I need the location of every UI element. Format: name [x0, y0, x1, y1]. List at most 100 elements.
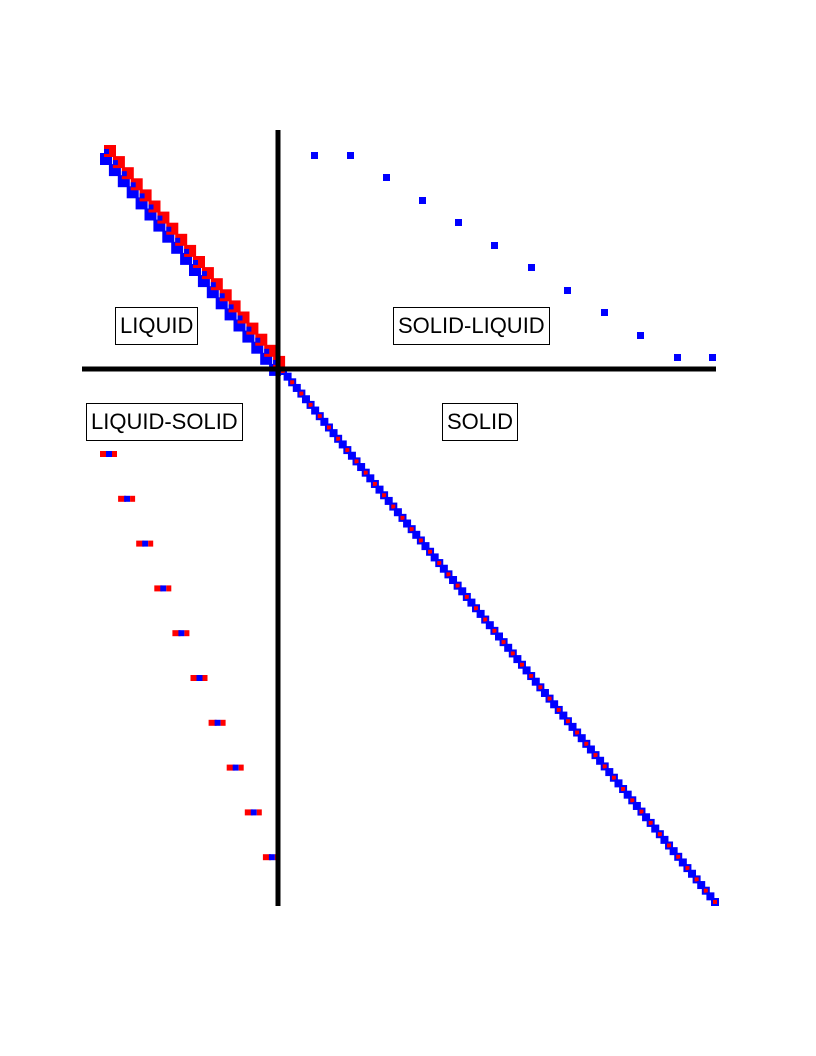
- solid-band-cell: [713, 900, 717, 904]
- solid-band-cell: [676, 854, 681, 859]
- solid-liquid-coupling-cell: [709, 354, 716, 361]
- solid-band-cell: [366, 474, 375, 483]
- solid-band-cell: [485, 621, 494, 630]
- solid-band-cell: [538, 685, 543, 690]
- liquid-band-cell: [193, 260, 198, 265]
- liquid-band-cell: [246, 326, 252, 332]
- liquid-solid-coupling-cell: [142, 540, 149, 547]
- solid-band-cell: [694, 877, 699, 882]
- liquid-solid-coupling-cell: [226, 764, 235, 771]
- liquid-solid-coupling-cell: [172, 630, 181, 637]
- solid-band-cell: [501, 640, 506, 645]
- solid-band-cell: [651, 824, 660, 833]
- solid-band-cell: [639, 809, 644, 814]
- solid-band-cell: [449, 576, 458, 585]
- solid-band-cell: [458, 587, 467, 596]
- solid-band-cell: [363, 470, 368, 475]
- solid-liquid-coupling-cell: [637, 332, 644, 339]
- solid-band-cell: [669, 847, 678, 856]
- solid-liquid-coupling-cell: [419, 197, 426, 204]
- solid-band-cell: [329, 429, 338, 438]
- liquid-solid-coupling-cell: [196, 675, 203, 681]
- solid-band-cell: [290, 380, 295, 385]
- solid-band-cell: [614, 779, 623, 788]
- solid-band-cell: [437, 561, 442, 566]
- solid-liquid-region-label: SOLID-LIQUID: [393, 307, 550, 345]
- liquid-band-cell: [255, 337, 261, 343]
- solid-band-cell: [568, 722, 577, 731]
- liquid-band-cell: [251, 341, 264, 354]
- solid-band-cell: [495, 632, 503, 641]
- solid-liquid-coupling-cell: [491, 242, 498, 249]
- liquid-band-cell: [157, 215, 163, 221]
- solid-band-cell: [336, 436, 341, 441]
- solid-band-cell: [439, 564, 448, 573]
- solid-band-cell: [593, 753, 598, 758]
- solid-band-cell: [446, 572, 451, 577]
- liquid-solid-coupling-cell: [256, 809, 262, 816]
- solid-band-cell: [522, 666, 531, 675]
- solid-band-cell: [412, 530, 421, 539]
- solid-band-cell: [320, 417, 329, 426]
- solid-band-cell: [357, 463, 366, 472]
- solid-band-cell: [299, 391, 304, 396]
- liquid-solid-coupling-cell: [208, 719, 217, 726]
- solid-band-cell: [391, 504, 396, 509]
- solid-band-cell: [556, 707, 561, 712]
- liquid-band-cell: [121, 171, 127, 177]
- liquid-region-label: LIQUID: [115, 307, 199, 345]
- solid-band-cell: [393, 508, 402, 517]
- liquid-solid-coupling-cell: [106, 451, 112, 457]
- solid-band-cell: [492, 628, 497, 633]
- liquid-band-cell: [175, 237, 181, 243]
- liquid-solid-coupling-cell: [118, 495, 127, 502]
- solid-band-cell: [685, 866, 690, 871]
- liquid-band-cell: [166, 226, 172, 232]
- solid-band-cell: [474, 606, 479, 611]
- solid-band-cell: [428, 549, 433, 554]
- liquid-band-cell: [201, 271, 207, 277]
- solid-band-cell: [688, 869, 697, 878]
- solid-liquid-coupling-cell: [528, 264, 535, 271]
- liquid-solid-coupling-cell: [112, 451, 117, 457]
- liquid-solid-coupling-cell: [166, 585, 172, 592]
- solid-band-cell: [605, 768, 614, 777]
- solid-band-cell: [301, 395, 310, 404]
- solid-band-cell: [476, 609, 485, 618]
- solid-band-cell: [326, 425, 331, 430]
- solid-band-cell: [565, 719, 570, 724]
- solid-band-cell: [283, 372, 292, 381]
- solid-band-cell: [483, 617, 488, 622]
- solid-band-cell: [292, 383, 301, 392]
- solid-band-cell: [400, 515, 405, 520]
- liquid-solid-coupling-cell: [184, 630, 190, 637]
- solid-band-cell: [317, 414, 322, 419]
- liquid-band-cell: [104, 149, 109, 154]
- liquid-solid-coupling-cell: [244, 809, 253, 816]
- liquid-band-cell: [264, 348, 270, 354]
- liquid-band-cell: [219, 293, 225, 299]
- solid-band-cell: [513, 655, 522, 664]
- liquid-band-cell: [255, 333, 268, 346]
- solid-band-cell: [559, 711, 568, 720]
- solid-liquid-coupling-cell: [347, 152, 354, 159]
- solid-band-cell: [519, 662, 524, 667]
- solid-band-cell: [311, 406, 320, 415]
- solid-liquid-coupling-cell: [311, 152, 318, 159]
- liquid-solid-coupling-cell: [190, 675, 199, 681]
- liquid-band-cell: [112, 160, 118, 166]
- liquid-solid-region-label: LIQUID-SOLID: [86, 403, 243, 441]
- liquid-solid-coupling-cell: [130, 495, 136, 502]
- solid-band-cell: [455, 583, 460, 588]
- solid-band-cell: [596, 756, 605, 765]
- liquid-solid-coupling-cell: [214, 719, 221, 726]
- solid-band-cell: [384, 496, 393, 505]
- liquid-solid-coupling-cell: [124, 495, 131, 502]
- liquid-band-cell: [184, 248, 190, 254]
- solid-band-cell: [667, 843, 672, 848]
- solid-band-cell: [421, 542, 430, 551]
- liquid-band-cell: [228, 304, 234, 310]
- solid-band-cell: [660, 835, 669, 844]
- solid-liquid-coupling-cell: [564, 287, 571, 294]
